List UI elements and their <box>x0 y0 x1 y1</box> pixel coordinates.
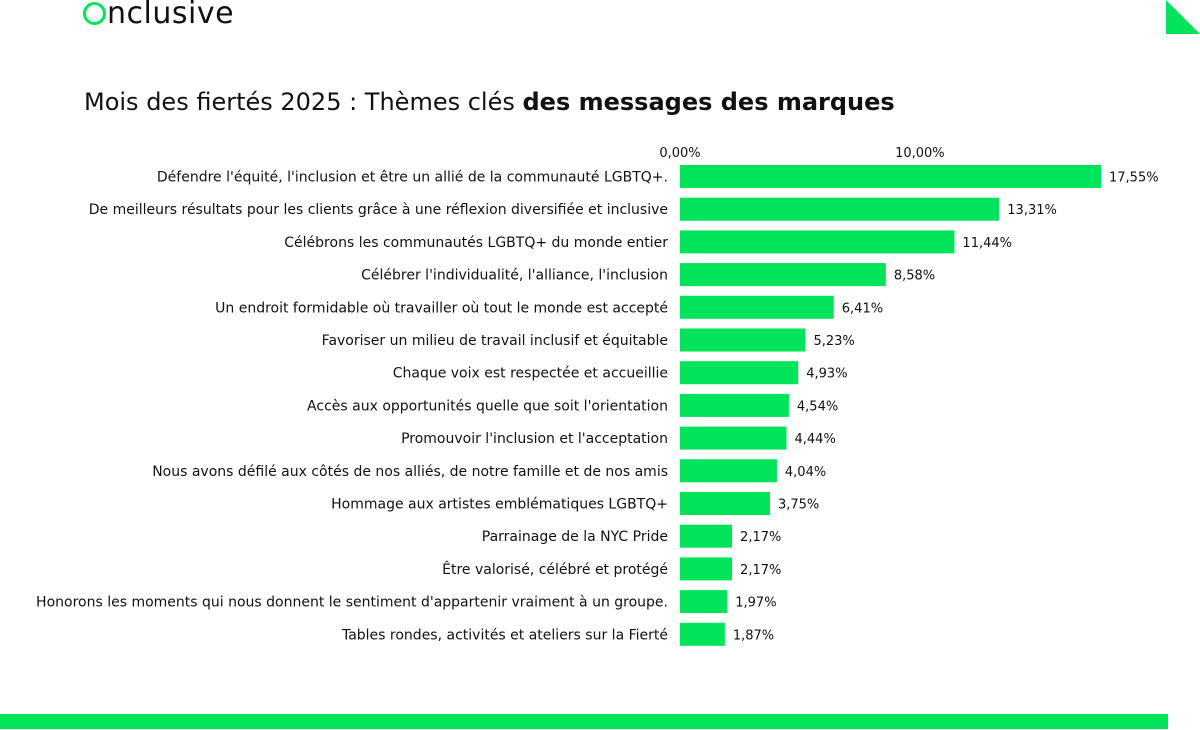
value-label: 11,44% <box>962 236 1012 251</box>
brand-logo: nclusive <box>83 0 234 31</box>
value-label: 17,55% <box>1109 171 1159 186</box>
category-label: Défendre l'équité, l'inclusion et être u… <box>157 170 668 186</box>
value-label: 4,04% <box>785 465 826 480</box>
category-label: Favoriser un milieu de travail inclusif … <box>322 333 668 349</box>
category-label: Chaque voix est respectée et accueillie <box>393 366 668 382</box>
value-label: 4,44% <box>795 432 836 447</box>
bar <box>680 165 1101 188</box>
value-label: 8,58% <box>894 269 935 284</box>
category-label: Célébrer l'individualité, l'alliance, l'… <box>361 268 668 284</box>
bar <box>680 426 787 450</box>
x-tick-label: 0,00% <box>659 146 700 161</box>
value-label: 13,31% <box>1007 203 1057 218</box>
value-label: 1,87% <box>733 628 774 643</box>
bar <box>680 230 955 254</box>
value-label: 5,23% <box>813 334 854 349</box>
category-label: Honorons les moments qui nous donnent le… <box>36 595 668 611</box>
chart-title-regular: Mois des fiertés 2025 : Thèmes clés <box>84 88 523 116</box>
chart-title: Mois des fiertés 2025 : Thèmes clés des … <box>84 88 895 116</box>
value-label: 1,97% <box>735 596 776 611</box>
bar <box>680 361 799 385</box>
bar <box>680 263 886 287</box>
bar <box>680 197 1000 221</box>
bar <box>680 459 777 483</box>
bar <box>680 492 770 515</box>
value-label: 4,54% <box>797 399 838 414</box>
bar <box>680 328 806 352</box>
category-label: Être valorisé, célébré et protégé <box>442 560 668 578</box>
category-label: Tables rondes, activités et ateliers sur… <box>341 627 668 643</box>
category-label: Nous avons défilé aux côtés de nos allié… <box>152 464 668 480</box>
value-label: 2,17% <box>740 563 781 578</box>
category-label: Hommage aux artistes emblématiques LGBTQ… <box>331 497 668 513</box>
category-label: Un endroit formidable où travailler où t… <box>215 300 668 316</box>
bar <box>680 557 733 581</box>
category-label: De meilleurs résultats pour les clients … <box>89 202 668 218</box>
bar <box>680 590 728 614</box>
logo-o-ring <box>83 2 106 25</box>
value-label: 4,93% <box>806 367 847 382</box>
category-label: Célébrons les communautés LGBTQ+ du mond… <box>284 235 668 251</box>
bar <box>680 393 789 417</box>
bar <box>680 295 834 319</box>
value-label: 6,41% <box>842 301 883 316</box>
bottom-accent-bar <box>0 714 1168 729</box>
corner-triangle-decoration <box>1166 0 1200 34</box>
bar <box>680 622 725 646</box>
category-label: Promouvoir l'inclusion et l'acceptation <box>401 431 668 447</box>
value-label: 3,75% <box>778 498 819 513</box>
chart-title-bold: des messages des marques <box>522 88 895 116</box>
category-label: Parrainage de la NYC Pride <box>482 529 668 545</box>
value-label: 2,17% <box>740 530 781 545</box>
brand-name: nclusive <box>107 0 235 31</box>
bar <box>680 524 733 548</box>
category-label: Accès aux opportunités quelle que soit l… <box>307 398 668 414</box>
x-tick-label: 10,00% <box>895 146 945 161</box>
